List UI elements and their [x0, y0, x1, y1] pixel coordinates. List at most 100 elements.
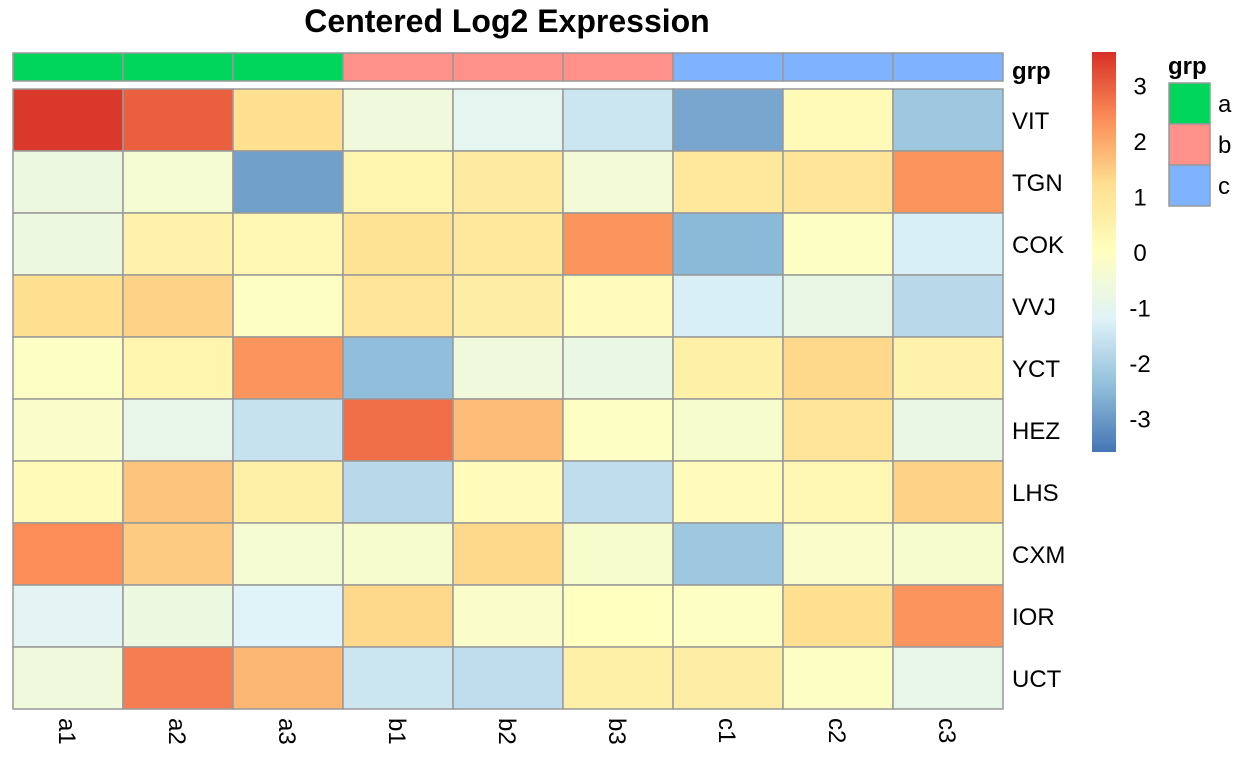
heatmap-cell — [672, 336, 784, 400]
heatmap-cell — [342, 584, 454, 648]
column-label: b3 — [603, 718, 630, 745]
heatmap-cell — [562, 150, 674, 214]
heatmap-cell — [672, 460, 784, 524]
annotation-cell — [12, 52, 124, 82]
heatmap-cell — [342, 398, 454, 462]
heatmap-cell — [122, 398, 234, 462]
heatmap-cell — [452, 460, 564, 524]
heatmap-cell — [232, 274, 344, 338]
heatmap-cell — [122, 646, 234, 710]
column-label: a1 — [53, 718, 80, 745]
annotation-cell — [782, 52, 894, 82]
heatmap-cell — [122, 150, 234, 214]
heatmap-cell — [342, 522, 454, 586]
annotation-cell — [122, 52, 234, 82]
heatmap-cell — [892, 398, 1004, 462]
color-scale-bar — [1092, 52, 1116, 452]
heatmap-cell — [122, 584, 234, 648]
heatmap-cell — [782, 460, 894, 524]
column-label: a3 — [273, 718, 300, 745]
heatmap-cell — [122, 212, 234, 276]
heatmap-cell — [232, 646, 344, 710]
row-labels: VIT TGN COK VVJ YCT HEZ LHS CXM IOR UCT — [1012, 108, 1065, 693]
heatmap-cell — [342, 88, 454, 152]
heatmap-cell — [892, 88, 1004, 152]
row-label: VVJ — [1012, 294, 1056, 321]
heatmap-cell — [232, 398, 344, 462]
column-label: c3 — [933, 718, 960, 743]
heatmap-cell — [232, 336, 344, 400]
color-scale-legend: 3 2 1 0 -1 -2 -3 — [1092, 52, 1151, 452]
chart-title: Centered Log2 Expression — [304, 3, 709, 39]
row-label: COK — [1012, 232, 1064, 259]
heatmap-cell — [562, 212, 674, 276]
heatmap-cell — [672, 274, 784, 338]
row-label: VIT — [1012, 108, 1050, 135]
heatmap-cell — [782, 398, 894, 462]
heatmap-cell — [562, 336, 674, 400]
heatmap-cell — [452, 88, 564, 152]
heatmap-cell — [232, 150, 344, 214]
row-label: IOR — [1012, 604, 1055, 631]
heatmap-cell — [12, 584, 124, 648]
heatmap-cell — [452, 274, 564, 338]
heatmap-cell — [892, 336, 1004, 400]
heatmap-cell — [892, 522, 1004, 586]
heatmap-cell — [672, 646, 784, 710]
annotation-cell — [892, 52, 1004, 82]
annotation-label: grp — [1012, 58, 1051, 85]
heatmap-cell — [782, 212, 894, 276]
group-legend-swatch — [1168, 164, 1211, 207]
heatmap-cell — [892, 584, 1004, 648]
annotation-cell — [452, 52, 564, 82]
color-scale-tick: -1 — [1129, 296, 1150, 323]
heatmap-cell — [672, 212, 784, 276]
heatmap-cell — [452, 150, 564, 214]
heatmap-cell — [562, 460, 674, 524]
row-label: TGN — [1012, 170, 1063, 197]
group-annotation-bar — [12, 52, 1004, 82]
row-label: YCT — [1012, 356, 1060, 383]
heatmap-cell — [892, 150, 1004, 214]
heatmap-cell — [12, 646, 124, 710]
heatmap-cell — [562, 88, 674, 152]
annotation-cell — [232, 52, 344, 82]
group-legend-label: c — [1218, 173, 1230, 200]
heatmap-cell — [782, 522, 894, 586]
color-scale-tick: -2 — [1129, 351, 1150, 378]
heatmap-cell — [12, 88, 124, 152]
annotation-cell — [562, 52, 674, 82]
heatmap-cell — [342, 646, 454, 710]
color-scale-tick: 3 — [1133, 73, 1146, 100]
heatmap-cell — [342, 336, 454, 400]
heatmap-cell — [782, 274, 894, 338]
heatmap-cell — [892, 646, 1004, 710]
row-label: CXM — [1012, 542, 1065, 569]
heatmap-cell — [122, 88, 234, 152]
heatmap-cell — [452, 336, 564, 400]
heatmap-cell — [232, 584, 344, 648]
heatmap-cell — [12, 212, 124, 276]
row-label: HEZ — [1012, 418, 1060, 445]
column-label: c1 — [713, 718, 740, 743]
heatmap-cell — [562, 274, 674, 338]
annotation-cell — [342, 52, 454, 82]
heatmap-cell — [452, 398, 564, 462]
heatmap-cell — [232, 522, 344, 586]
heatmap-cell — [342, 150, 454, 214]
color-scale-tick: 2 — [1133, 129, 1146, 156]
heatmap-cell — [452, 584, 564, 648]
column-label: b1 — [383, 718, 410, 745]
group-legend-swatch — [1168, 123, 1211, 166]
heatmap-cell — [892, 212, 1004, 276]
heatmap-cell — [12, 398, 124, 462]
heatmap-cell — [122, 336, 234, 400]
color-scale-tick: 1 — [1133, 184, 1146, 211]
group-legend-label: b — [1218, 132, 1231, 159]
group-legend-label: a — [1218, 91, 1232, 118]
heatmap-cell — [342, 460, 454, 524]
row-label: UCT — [1012, 666, 1062, 693]
heatmap-cell — [782, 150, 894, 214]
heatmap-cell — [342, 274, 454, 338]
